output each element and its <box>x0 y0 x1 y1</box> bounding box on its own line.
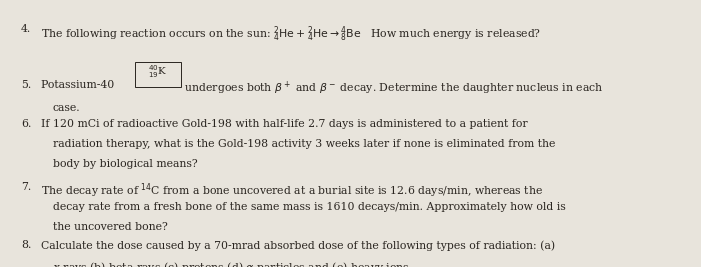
Text: undergoes both $\beta^+$ and $\beta^-$ decay. Determine the daughter nucleus in : undergoes both $\beta^+$ and $\beta^-$ d… <box>181 80 603 97</box>
Text: 4.: 4. <box>21 24 32 34</box>
Text: decay rate from a fresh bone of the same mass is 1610 decays/min. Approximately : decay rate from a fresh bone of the same… <box>53 202 565 211</box>
Text: 7.: 7. <box>21 182 32 191</box>
Text: 8.: 8. <box>21 240 32 250</box>
Text: 5.: 5. <box>21 80 32 90</box>
Text: radiation therapy, what is the Gold-198 activity 3 weeks later if none is elimin: radiation therapy, what is the Gold-198 … <box>53 139 555 149</box>
Text: The following reaction occurs on the sun: $^2_4\mathrm{He}+^2_4\mathrm{He}\right: The following reaction occurs on the sun… <box>41 24 541 44</box>
Text: Calculate the dose caused by a 70-mrad absorbed dose of the following types of r: Calculate the dose caused by a 70-mrad a… <box>41 240 554 251</box>
Text: If 120 mCi of radioactive Gold-198 with half-life 2.7 days is administered to a : If 120 mCi of radioactive Gold-198 with … <box>41 119 527 129</box>
Text: case.: case. <box>53 103 80 113</box>
Text: x-rays (b) beta rays (c) protons (d) $\alpha$ particles and (e) heavy ions.: x-rays (b) beta rays (c) protons (d) $\a… <box>53 260 412 267</box>
Text: 6.: 6. <box>21 119 32 129</box>
FancyBboxPatch shape <box>135 62 181 88</box>
Text: $^{40}_{19}$K: $^{40}_{19}$K <box>148 64 168 80</box>
Text: The decay rate of $^{14}$C from a bone uncovered at a burial site is 12.6 days/m: The decay rate of $^{14}$C from a bone u… <box>41 182 543 200</box>
Text: body by biological means?: body by biological means? <box>53 159 197 169</box>
Text: Potassium-40: Potassium-40 <box>41 80 117 90</box>
Text: the uncovered bone?: the uncovered bone? <box>53 222 168 231</box>
